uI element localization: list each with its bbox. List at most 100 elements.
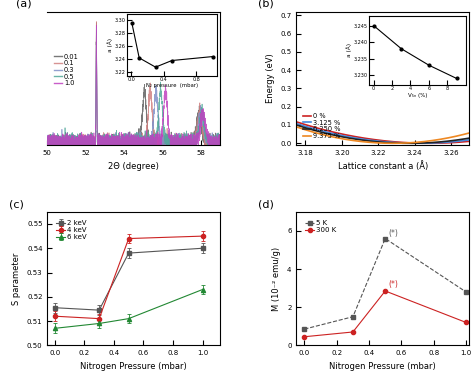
Line: 0.1: 0.1	[47, 22, 220, 154]
0.1	[64, 139, 70, 144]
5 K	[301, 327, 307, 331]
Text: (c): (c)	[9, 199, 24, 209]
Legend: 0.01, 0.1, 0.3, 0.5, 1.0: 0.01, 0.1, 0.3, 0.5, 1.0	[53, 52, 80, 88]
0.01	[218, 139, 223, 144]
0.01	[214, 139, 220, 143]
Line: 300 K: 300 K	[302, 289, 468, 339]
6.250 %	[406, 141, 412, 146]
6.250 %	[466, 136, 472, 140]
9.375 %	[466, 131, 472, 135]
Line: 9.375 %: 9.375 %	[296, 127, 469, 143]
5 K	[383, 236, 388, 241]
Text: (*): (*)	[389, 280, 398, 289]
0.01	[45, 134, 50, 139]
6.250 %	[364, 138, 369, 143]
0.3	[218, 142, 223, 146]
X-axis label: Lattice constant a (Å): Lattice constant a (Å)	[337, 161, 428, 171]
6.250 %	[428, 140, 434, 145]
0.5	[93, 29, 99, 33]
6.250 %	[370, 139, 375, 144]
9.375 %	[428, 139, 434, 143]
Text: (b): (b)	[258, 0, 274, 9]
0.5	[111, 138, 117, 143]
300 K	[301, 334, 307, 339]
3.125 %	[466, 137, 472, 142]
0.3	[64, 139, 70, 143]
Text: (*): (*)	[389, 229, 398, 238]
0.5	[110, 151, 116, 155]
Line: 1.0: 1.0	[47, 25, 220, 153]
0.1	[123, 152, 128, 157]
9.375 %	[311, 130, 317, 135]
1.0	[214, 136, 220, 141]
Y-axis label: Energy (eV): Energy (eV)	[266, 54, 275, 103]
1.0	[74, 143, 80, 148]
0.01	[74, 144, 80, 148]
Line: 0.3: 0.3	[47, 28, 220, 154]
0 %	[370, 137, 375, 142]
0.1	[74, 139, 80, 143]
0.5	[196, 135, 201, 139]
3.125 %	[293, 121, 299, 126]
0.3	[45, 140, 50, 145]
0 %	[293, 120, 299, 124]
3.125 %	[416, 141, 421, 146]
0.01	[111, 140, 117, 145]
0 %	[427, 141, 432, 146]
9.375 %	[432, 138, 438, 142]
6.250 %	[412, 141, 418, 146]
Line: 5 K: 5 K	[302, 236, 468, 331]
0 %	[364, 136, 369, 141]
X-axis label: Nitrogen Pressure (mbar): Nitrogen Pressure (mbar)	[81, 362, 187, 371]
3.125 %	[412, 141, 418, 146]
1.0	[93, 23, 99, 28]
6.250 %	[432, 140, 438, 145]
0.5	[45, 137, 50, 142]
Line: 0.5: 0.5	[47, 31, 220, 153]
0.01	[64, 144, 70, 149]
0.5	[118, 140, 124, 144]
0.01	[108, 150, 114, 155]
9.375 %	[390, 141, 396, 146]
3.125 %	[370, 138, 375, 143]
1.0	[131, 151, 137, 155]
0.01	[93, 20, 99, 25]
0.1	[111, 135, 117, 139]
0.3	[214, 140, 220, 145]
Legend: 5 K, 300 K: 5 K, 300 K	[303, 218, 338, 235]
0 %	[412, 141, 418, 146]
9.375 %	[412, 140, 418, 145]
0.3	[111, 140, 117, 144]
6.250 %	[311, 128, 317, 133]
300 K	[463, 320, 469, 325]
1.0	[118, 130, 124, 135]
0.01	[196, 116, 201, 121]
3.125 %	[428, 141, 434, 146]
0.3	[195, 127, 201, 132]
Y-axis label: M (10⁻² emu/g): M (10⁻² emu/g)	[273, 246, 282, 311]
0 %	[428, 141, 434, 146]
Legend: 2 keV, 4 keV, 6 keV: 2 keV, 4 keV, 6 keV	[55, 218, 89, 242]
5 K	[463, 289, 469, 294]
0.1	[45, 137, 50, 141]
6.250 %	[293, 123, 299, 127]
0.5	[214, 136, 220, 141]
0.5	[64, 144, 70, 148]
0.01	[118, 138, 124, 143]
0.5	[74, 132, 80, 136]
0 %	[432, 141, 438, 146]
3.125 %	[364, 137, 369, 142]
9.375 %	[370, 140, 375, 145]
0.1	[118, 141, 124, 146]
5 K	[350, 314, 356, 319]
300 K	[350, 330, 356, 334]
0.3	[118, 142, 124, 147]
Legend: 0 %, 3.125 %, 6.250 %, 9.375 %: 0 %, 3.125 %, 6.250 %, 9.375 %	[301, 112, 342, 140]
300 K	[383, 289, 388, 293]
Line: 3.125 %: 3.125 %	[296, 124, 469, 143]
1.0	[196, 132, 201, 137]
Line: 0.01: 0.01	[47, 23, 220, 152]
1.0	[64, 137, 70, 142]
0.1	[218, 137, 223, 142]
0.3	[206, 152, 211, 156]
